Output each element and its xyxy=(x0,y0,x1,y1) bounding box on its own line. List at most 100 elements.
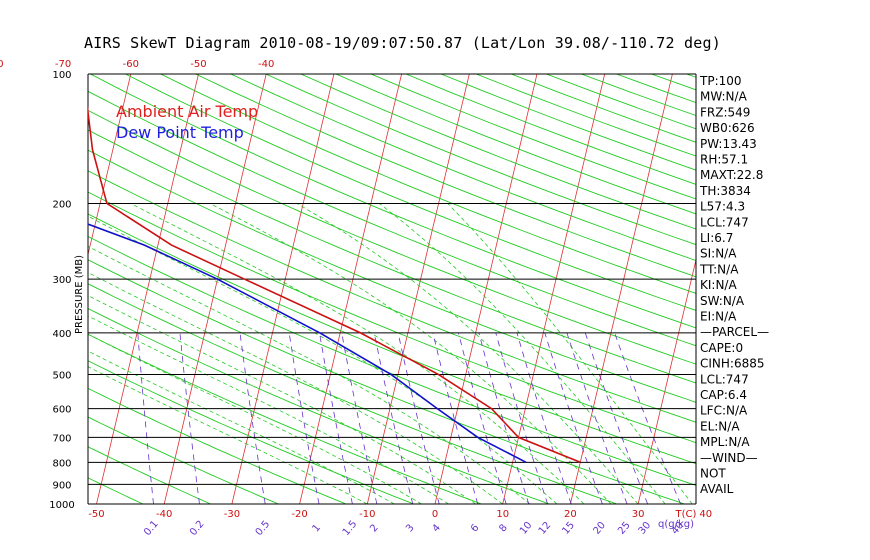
index-entry: LCL:747 xyxy=(700,372,749,386)
top-temp-tick-label: -40 xyxy=(258,59,274,70)
dry-adiabat xyxy=(88,235,696,486)
mixing-ratio-label: 1 xyxy=(311,522,324,534)
dry-adiabat xyxy=(88,283,617,504)
mixing-ratio-label: 30 xyxy=(637,520,654,537)
dry-adiabat xyxy=(370,74,696,200)
mixing-ratio-label: 2 xyxy=(368,522,381,534)
index-entry: MAXT:22.8 xyxy=(700,168,763,182)
mixing-ratio-label: 6 xyxy=(469,522,482,534)
index-entry: CAPE:0 xyxy=(700,341,743,355)
dry-adiabat xyxy=(88,259,685,504)
mixing-ratio-line xyxy=(495,332,549,504)
chart-title: AIRS SkewT Diagram 2010-08-19/09:07:50.8… xyxy=(84,34,721,52)
bottom-temp-tick-label: -40 xyxy=(156,509,172,520)
bottom-temp-tick-label: 40 xyxy=(699,509,712,520)
dry-adiabat xyxy=(88,446,211,504)
moist-adiabat xyxy=(379,203,666,504)
mixing-ratio-line xyxy=(478,332,530,504)
mixing-ratio-line xyxy=(288,332,320,504)
index-entry: CAP:6.4 xyxy=(700,388,747,402)
dry-adiabat xyxy=(88,129,696,384)
top-temp-tick-label: -80 xyxy=(0,59,4,70)
dry-adiabat xyxy=(88,213,696,465)
pressure-tick-label: 300 xyxy=(52,275,71,286)
index-entry: MW:N/A xyxy=(700,90,748,104)
pressure-tick-label: 600 xyxy=(52,405,71,416)
mixing-ratio-label: 0.2 xyxy=(188,519,207,538)
isotherm-line xyxy=(502,74,606,504)
isotherm-line xyxy=(231,74,335,504)
top-temp-tick-label: -50 xyxy=(190,59,206,70)
isotherm-line xyxy=(637,258,696,504)
mixing-ratio-line xyxy=(319,332,353,504)
mixing-ratio-label: 4 xyxy=(430,522,443,534)
bottom-temp-tick-label: 20 xyxy=(564,509,577,520)
bottom-temp-tick-label: 30 xyxy=(632,509,645,520)
legend-entry: Ambient Air Temp xyxy=(116,102,258,121)
top-temp-tick-label: -60 xyxy=(123,59,139,70)
index-entry: LI:6.7 xyxy=(700,231,733,245)
legend: Ambient Air Temp Dew Point Temp xyxy=(116,102,258,142)
pressure-tick-label: 400 xyxy=(52,329,71,340)
mixing-ratio-label: 20 xyxy=(591,520,608,537)
index-entry: TT:N/A xyxy=(699,262,739,276)
pressure-tick-label: 700 xyxy=(52,433,71,444)
bottom-temp-tick-label: 10 xyxy=(496,509,509,520)
index-entry: AVAIL xyxy=(700,482,734,496)
bottom-temp-tick-label: -50 xyxy=(88,509,104,520)
mixing-ratio-unit-label: q(g/kg) xyxy=(658,519,694,530)
index-entry: EI:N/A xyxy=(700,310,737,324)
mixing-ratio-label: 15 xyxy=(560,520,577,537)
mixing-ratio-label: 12 xyxy=(537,520,554,537)
index-entry: NOT xyxy=(700,467,726,481)
moist-adiabat xyxy=(88,366,368,504)
index-entry: TH:3834 xyxy=(699,184,751,198)
pressure-tick-label: 900 xyxy=(52,480,71,491)
mixing-ratio-label: 3 xyxy=(404,522,417,534)
dry-adiabat xyxy=(195,74,696,278)
dry-adiabat xyxy=(88,308,550,504)
mixing-ratio-line xyxy=(397,332,440,504)
mixing-ratio-line xyxy=(566,332,628,504)
mixing-ratio-label: 0.5 xyxy=(254,519,273,538)
y-axis-label: PRESSURE (MB) xyxy=(74,255,85,334)
mixing-ratio-label: 1.5 xyxy=(341,519,360,538)
index-entry: SW:N/A xyxy=(700,294,745,308)
isobars xyxy=(87,73,697,505)
index-entry: CINH:6885 xyxy=(700,357,765,371)
index-entry: RH:57.1 xyxy=(700,153,748,167)
pressure-tick-label: 100 xyxy=(52,70,71,81)
bottom-temp-tick-label: -30 xyxy=(224,509,240,520)
index-entry: L57:4.3 xyxy=(700,200,745,214)
dry-adiabat xyxy=(88,387,347,504)
index-entry: WB0:626 xyxy=(700,121,755,135)
dry-adiabat xyxy=(757,74,870,504)
index-entry: —PARCEL— xyxy=(700,325,769,339)
mixing-ratio-label: 0.1 xyxy=(142,519,161,538)
isotherm-line xyxy=(299,74,402,504)
dry-adiabat xyxy=(792,74,870,504)
pressure-tick-label: 1000 xyxy=(49,500,74,511)
index-entry: MPL:N/A xyxy=(700,435,750,449)
dry-adiabat xyxy=(88,416,279,504)
mixing-ratio-label: 25 xyxy=(616,520,633,537)
index-entry: PW:13.43 xyxy=(700,137,757,151)
dry-adiabat xyxy=(88,170,696,423)
dewpoint-line xyxy=(88,223,527,464)
index-entry: TP:100 xyxy=(699,74,742,88)
dry-adiabat xyxy=(405,74,696,185)
dry-adiabat xyxy=(90,74,696,329)
dry-adiabat xyxy=(230,74,696,262)
data-series xyxy=(88,105,581,464)
legend-entry: Dew Point Temp xyxy=(116,123,244,142)
index-entry: SI:N/A xyxy=(700,247,737,261)
mixing-ratio-line xyxy=(458,332,507,504)
dry-adiabat xyxy=(88,191,696,444)
isotherm-line xyxy=(570,74,673,504)
index-entry: —WIND— xyxy=(700,451,758,465)
bottom-temp-tick-label: 0 xyxy=(432,509,438,520)
isotherm-line xyxy=(366,74,470,504)
pressure-tick-label: 800 xyxy=(52,458,71,469)
